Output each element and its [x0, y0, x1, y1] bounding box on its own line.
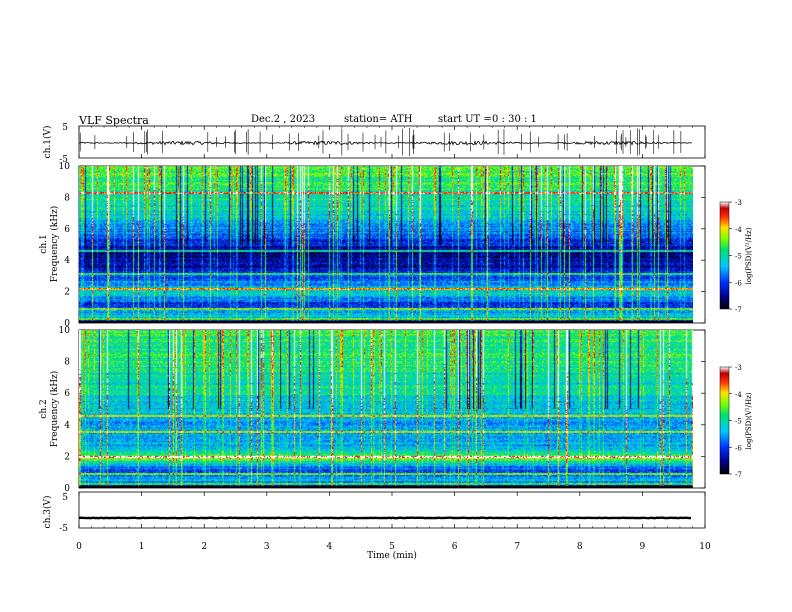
x-axis-label: Time (min) [367, 550, 417, 561]
y-tick-label: 0 [64, 319, 70, 329]
y-tick-label: 6 [64, 225, 70, 235]
x-tick-label: 2 [201, 542, 207, 552]
x-tick-label: 5 [389, 542, 395, 552]
y-tick-label: 8 [64, 193, 70, 203]
ch1-spec-ylabel-2: Frequency (kHz) [49, 206, 60, 283]
x-tick-label: 9 [640, 542, 646, 552]
colorbar-ch1-label: log(PSD)(V²/Hz) [745, 227, 753, 284]
ch1-spec-ylabel-1: ch.1 [39, 234, 49, 253]
ch1-ytick-bottom: -5 [59, 155, 68, 165]
start-ut-value: 0 : 30 : 1 [492, 114, 537, 125]
x-tick-label: 4 [327, 542, 333, 552]
colorbar-ch2-label: log(PSD)(V²/Hz) [745, 392, 753, 449]
ch3-ylabel: ch.3(V) [42, 496, 53, 529]
y-tick-label: 2 [64, 452, 70, 462]
ch3-waveform-panel: 5 -5 ch.3(V) [42, 491, 706, 534]
y-tick-label: 4 [64, 421, 70, 431]
x-tick-label: 7 [514, 542, 520, 552]
ch1-ylabel: ch.1(V) [42, 126, 53, 159]
ch1-waveform-panel: 5 -5 ch.1(V) [42, 123, 706, 165]
ch2-spec-ylabel-2: Frequency (kHz) [49, 371, 60, 448]
date-label: Dec.2 , 2023 [251, 114, 316, 125]
colorbar-tick-label: -4 [735, 226, 742, 234]
chart-title: VLF Spectra [79, 114, 149, 127]
colorbar-ch1: -3 -4 -5 -6 -7 log(PSD)(V²/Hz) [719, 199, 753, 314]
colorbar-tick-label: -3 [735, 199, 742, 207]
colorbar-tick-label: -6 [735, 279, 742, 287]
ch1-spectrogram-heatmap [79, 166, 693, 323]
colorbar-tick-label: -7 [735, 471, 742, 479]
y-tick-label: 0 [64, 484, 70, 494]
y-tick-label: 8 [64, 358, 70, 368]
x-tick-label: 6 [452, 542, 458, 552]
colorbar-tick-label: -4 [735, 391, 742, 399]
y-tick-label: 4 [64, 256, 70, 266]
start-ut-label: start UT = [438, 114, 492, 125]
station-label: station= ATH [344, 114, 413, 125]
colorbar-tick-label: -6 [735, 444, 742, 452]
y-tick-label: 10 [59, 162, 71, 172]
ch3-ytick-bottom: -5 [59, 524, 68, 534]
colorbar-tick-label: -3 [735, 364, 742, 372]
ch2-spectrogram-heatmap [79, 330, 693, 488]
colorbar-tick-label: -5 [735, 253, 742, 261]
colorbar-ch2: -3 -4 -5 -6 -7 log(PSD)(V²/Hz) [719, 364, 753, 479]
x-tick-label: 1 [139, 542, 145, 552]
x-tick-label: 8 [577, 542, 583, 552]
ch1-ytick-top: 5 [62, 123, 68, 133]
ch3-ytick-top: 5 [62, 493, 68, 503]
y-tick-label: 10 [59, 326, 71, 336]
x-tick-label: 3 [264, 542, 270, 552]
y-tick-label: 6 [64, 389, 70, 399]
colorbar-tick-label: -5 [735, 418, 742, 426]
ch2-spec-ylabel-1: ch.2 [39, 399, 49, 418]
x-tick-label: 0 [76, 542, 82, 552]
colorbar-tick-label: -7 [735, 306, 742, 314]
x-tick-label: 10 [699, 542, 711, 552]
y-tick-label: 2 [64, 288, 70, 298]
